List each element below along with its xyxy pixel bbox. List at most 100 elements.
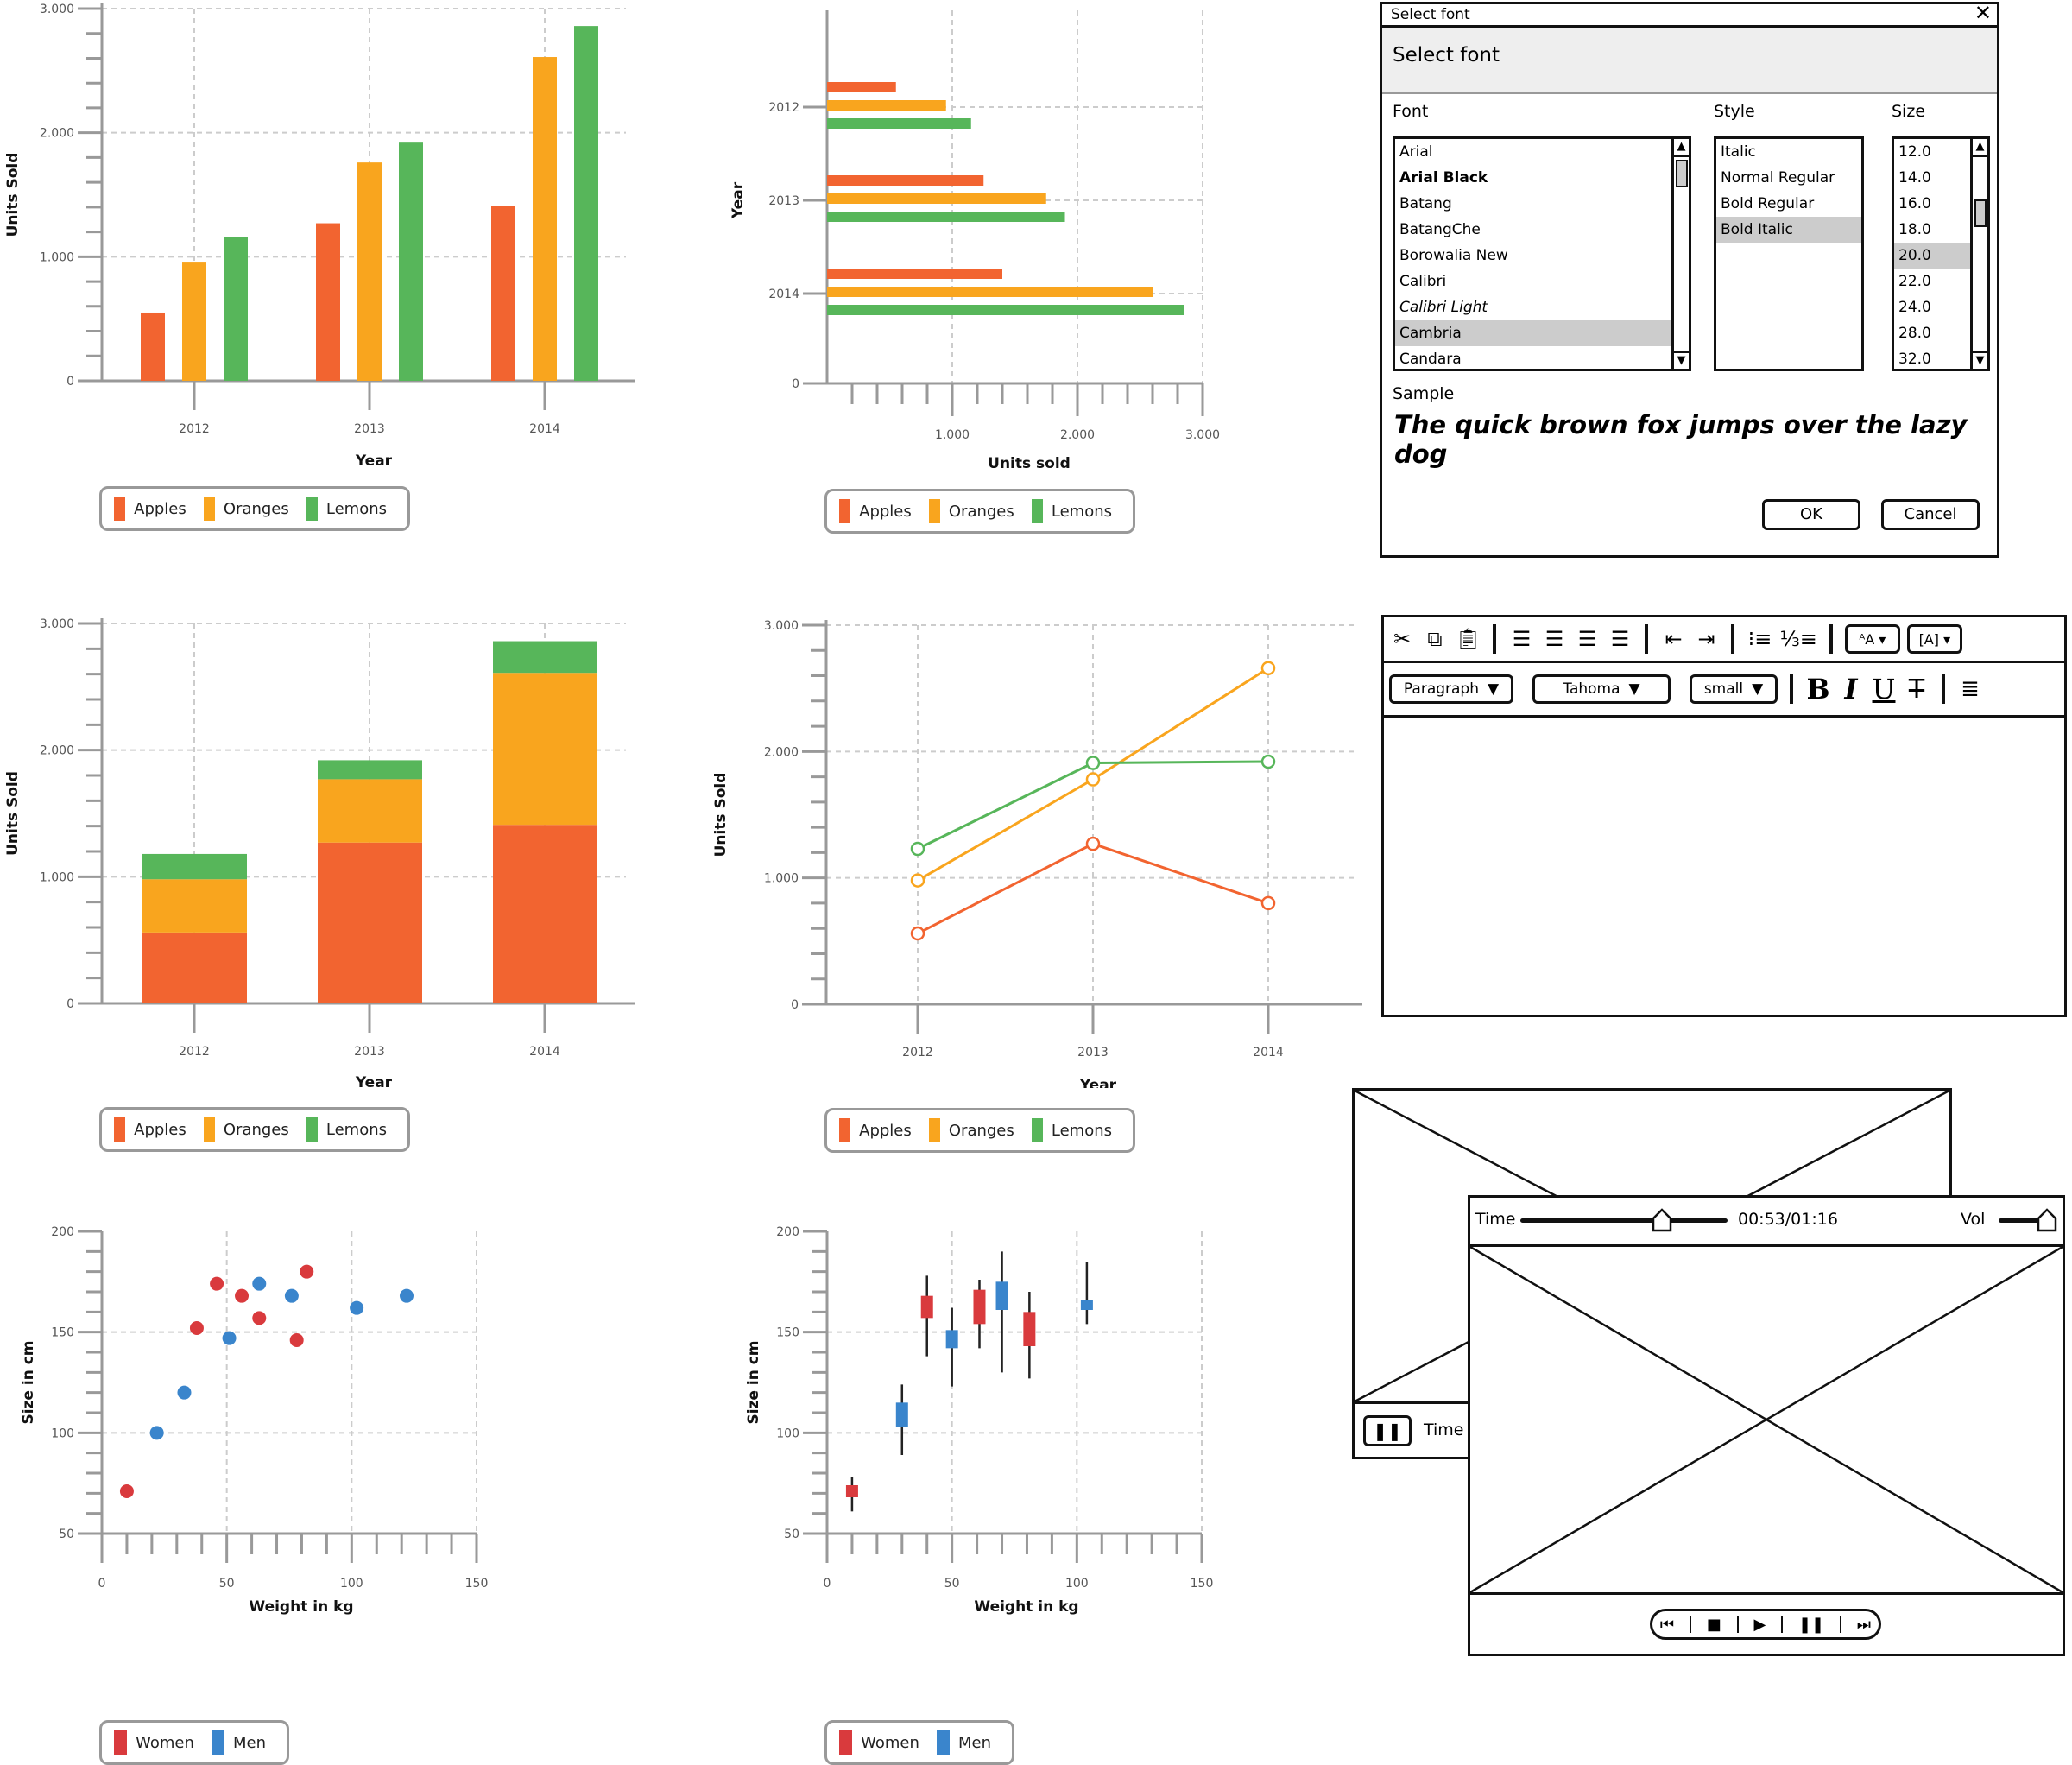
video-top-bar: Time 00:53/01:16 Vol — [1470, 1198, 2063, 1247]
list-item[interactable]: 16.0 — [1898, 195, 1931, 212]
size-list-scrollbar[interactable]: ▲ ▼ — [1970, 139, 1987, 369]
editor-content-area[interactable] — [1384, 718, 2064, 1011]
scroll-thumb[interactable] — [1676, 160, 1688, 187]
list-item[interactable]: 28.0 — [1898, 325, 1931, 342]
list-item[interactable]: Bold Italic — [1716, 217, 1861, 243]
underline-icon[interactable]: U — [1872, 673, 1896, 705]
volume-slider[interactable] — [1999, 1218, 2054, 1223]
svg-text:100: 100 — [776, 1427, 799, 1440]
svg-text:2.000: 2.000 — [764, 745, 799, 759]
list-item[interactable]: Arial — [1399, 143, 1433, 161]
list-item[interactable]: Bold Regular — [1721, 195, 1815, 212]
align-right-icon[interactable]: ☰ — [1577, 627, 1597, 651]
legend-label-oranges: Oranges — [223, 499, 289, 518]
pause-icon[interactable]: ❚❚ — [1797, 1615, 1825, 1634]
list-item[interactable]: 22.0 — [1898, 273, 1931, 290]
scroll-down-icon[interactable]: ▼ — [1674, 351, 1689, 369]
scroll-thumb[interactable] — [1974, 199, 1987, 227]
scroll-up-icon[interactable]: ▲ — [1973, 139, 1987, 157]
svg-text:2.000: 2.000 — [40, 744, 74, 758]
copy-icon[interactable]: ⧉ — [1427, 627, 1443, 651]
paragraph-dropdown[interactable]: Paragraph ▼ — [1389, 674, 1513, 704]
list-item[interactable]: Calibri Light — [1399, 299, 1488, 316]
bold-icon[interactable]: B — [1806, 673, 1830, 705]
list-item[interactable]: Normal Regular — [1721, 169, 1835, 187]
sample-text: The quick brown fox jumps over the lazy … — [1394, 410, 1968, 469]
list-item[interactable]: Borowalia New — [1399, 247, 1508, 264]
svg-text:2012: 2012 — [179, 422, 210, 436]
outdent-icon[interactable]: ⇤ — [1665, 627, 1683, 651]
svg-text:50: 50 — [784, 1528, 799, 1541]
strikethrough-icon[interactable]: T — [1908, 674, 1925, 705]
style-listbox[interactable]: Italic Normal Regular Bold Regular Bold Ita… — [1714, 136, 1864, 371]
font-value: Tahoma — [1563, 680, 1620, 698]
bullet-list-icon[interactable]: ⁝≡ — [1747, 627, 1772, 651]
scissors-icon[interactable]: ✂ — [1393, 627, 1412, 651]
style-label: Style — [1714, 102, 1755, 121]
list-item[interactable]: Cambria — [1395, 320, 1671, 346]
legend-swatch-men — [211, 1730, 224, 1755]
align-justify-icon[interactable]: ☰ — [1610, 627, 1630, 651]
highlight-color-icon[interactable]: [A] ▾ — [1906, 624, 1962, 654]
cancel-button[interactable]: Cancel — [1881, 499, 1980, 530]
scroll-up-icon[interactable]: ▲ — [1674, 139, 1689, 157]
svg-text:1.000: 1.000 — [935, 428, 970, 442]
font-list-scrollbar[interactable]: ▲ ▼ — [1671, 139, 1689, 369]
list-item[interactable]: 14.0 — [1898, 169, 1931, 187]
skip-back-icon[interactable]: ⏮ — [1659, 1615, 1675, 1634]
list-item[interactable]: BatangChe — [1399, 221, 1481, 238]
size-dropdown[interactable]: small ▼ — [1690, 674, 1778, 704]
list-item[interactable]: 24.0 — [1898, 299, 1931, 316]
font-dropdown[interactable]: Tahoma ▼ — [1532, 674, 1671, 704]
line-spacing-icon[interactable]: ≣ — [1961, 676, 1980, 702]
italic-icon[interactable]: I — [1844, 673, 1858, 705]
svg-text:0: 0 — [791, 998, 799, 1012]
vol-label: Vol — [1961, 1210, 1986, 1229]
list-item[interactable]: Arial Black — [1399, 169, 1488, 187]
scroll-down-icon[interactable]: ▼ — [1973, 351, 1987, 369]
time-slider[interactable] — [1520, 1218, 1728, 1223]
list-item[interactable]: 18.0 — [1898, 221, 1931, 238]
list-item[interactable]: 32.0 — [1898, 351, 1931, 368]
toolbar-separator — [1731, 624, 1735, 654]
legend-swatch-apples — [839, 499, 851, 523]
time-slider-handle[interactable] — [1652, 1208, 1672, 1232]
indent-icon[interactable]: ⇥ — [1697, 627, 1715, 651]
list-item[interactable]: Italic — [1721, 143, 1756, 161]
play-icon[interactable]: ▶ — [1753, 1615, 1766, 1634]
paste-icon[interactable]: 📋︎ — [1455, 627, 1481, 651]
ok-button[interactable]: OK — [1762, 499, 1860, 530]
svg-text:2013: 2013 — [1077, 1046, 1109, 1060]
size-value: small — [1703, 680, 1744, 698]
list-item[interactable]: Candara — [1399, 351, 1462, 368]
legend-label-men: Men — [232, 1733, 266, 1752]
legend-swatch-lemons — [1031, 1118, 1043, 1142]
pause-icon[interactable]: ❚❚ — [1363, 1415, 1412, 1446]
align-left-icon[interactable]: ☰ — [1512, 627, 1532, 651]
legend-label-apples: Apples — [134, 499, 186, 518]
volume-slider-handle[interactable] — [2037, 1208, 2057, 1232]
skip-forward-icon[interactable]: ⏭ — [1856, 1615, 1871, 1634]
list-item[interactable]: Batang — [1399, 195, 1452, 212]
list-item[interactable]: 12.0 — [1898, 143, 1931, 161]
numbered-list-icon[interactable]: ⅓≡ — [1779, 627, 1817, 651]
chevron-down-icon: ▼ — [1488, 680, 1500, 698]
svg-text:Units Sold: Units Sold — [4, 771, 22, 856]
legend-label-lemons: Lemons — [1051, 502, 1113, 521]
size-label: Size — [1892, 102, 1926, 121]
list-item[interactable]: Calibri — [1399, 273, 1447, 290]
legend-swatch-apples — [839, 1118, 851, 1142]
separator — [1781, 1616, 1784, 1633]
svg-text:1.000: 1.000 — [764, 872, 799, 886]
font-listbox[interactable]: Arial Arial Black Batang BatangChe Borowalia… — [1393, 136, 1691, 371]
text-color-icon[interactable]: ᴬA ▾ — [1844, 624, 1900, 654]
stop-icon[interactable]: ■ — [1706, 1615, 1721, 1634]
legend-swatch-apples — [114, 1117, 126, 1142]
legend-label-apples: Apples — [134, 1120, 186, 1139]
size-listbox[interactable]: 12.0 14.0 16.0 18.0 20.0 22.0 24.0 28.0 32.0 ▲ ▼ — [1892, 136, 1990, 371]
list-item[interactable]: 20.0 — [1894, 243, 1970, 269]
dialog-header: Select font — [1382, 28, 1997, 94]
align-center-icon[interactable]: ☰ — [1545, 627, 1564, 651]
close-icon[interactable]: ✕ — [1974, 1, 1992, 25]
legend-swatch-oranges — [928, 499, 940, 523]
